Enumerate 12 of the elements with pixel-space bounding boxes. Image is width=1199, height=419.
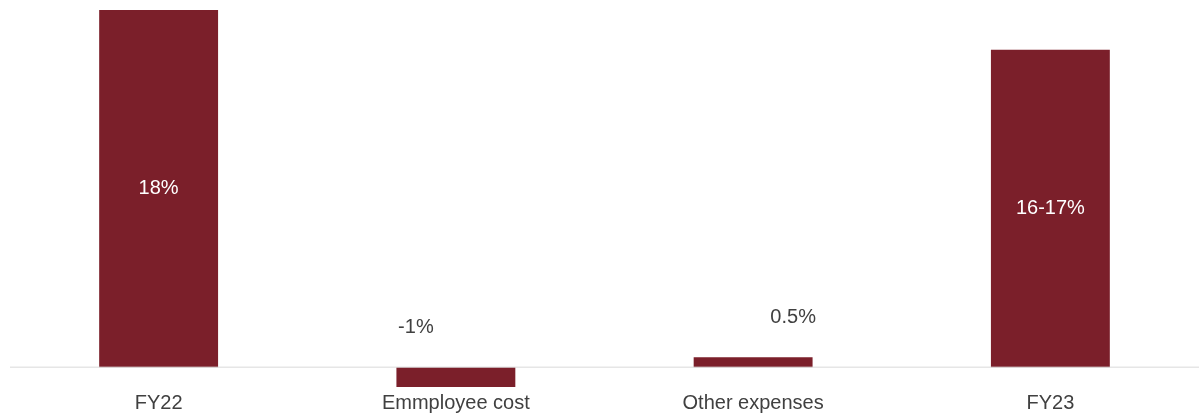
data-label: 0.5% xyxy=(770,304,817,327)
x-tick-label: Other expenses xyxy=(682,390,824,413)
data-label: 16-17% xyxy=(1015,195,1086,218)
x-tick-label: Emmployee cost xyxy=(381,390,531,413)
x-tick-label: FY22 xyxy=(134,390,183,413)
bar xyxy=(693,357,813,368)
bar xyxy=(990,49,1110,368)
bar xyxy=(99,10,219,368)
x-tick-label: FY23 xyxy=(1026,390,1075,413)
bar xyxy=(396,367,516,387)
data-label: -1% xyxy=(398,314,434,337)
data-label: 18% xyxy=(138,176,179,199)
